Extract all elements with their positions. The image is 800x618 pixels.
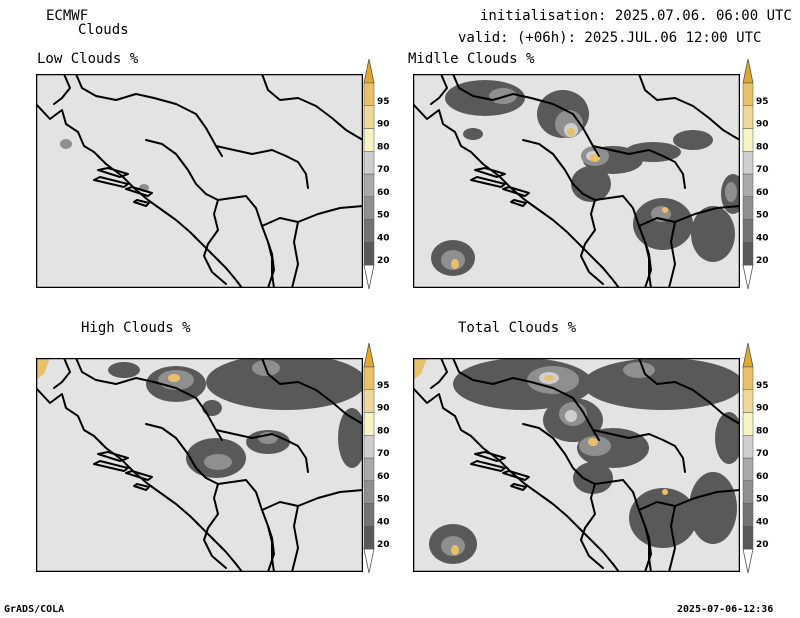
colorbar-label: 40 bbox=[377, 517, 390, 527]
colorbar-segment bbox=[742, 526, 754, 550]
colorbar-top-arrow bbox=[363, 342, 375, 368]
colorbar-label: 60 bbox=[756, 188, 769, 198]
colorbar-label: 20 bbox=[756, 256, 769, 266]
colorbar-segment bbox=[363, 151, 375, 175]
colorbar-segment bbox=[363, 366, 375, 390]
colorbar-label: 50 bbox=[377, 495, 390, 505]
colorbar-top-arrow bbox=[742, 58, 754, 84]
colorbar-label: 20 bbox=[377, 540, 390, 550]
colorbar-low: 20 40 50 60 70 80 90 95 bbox=[363, 58, 409, 290]
colorbar-label: 40 bbox=[377, 233, 390, 243]
colorbar-segment bbox=[742, 196, 754, 220]
colorbar-label: 40 bbox=[756, 517, 769, 527]
colorbar-label: 95 bbox=[756, 381, 769, 391]
map-panel-middle bbox=[413, 74, 740, 288]
colorbar-label: 50 bbox=[377, 211, 390, 221]
colorbar-label: 70 bbox=[756, 449, 769, 459]
colorbar-segment bbox=[363, 503, 375, 527]
colorbar-label: 80 bbox=[377, 426, 390, 436]
colorbar-label: 20 bbox=[377, 256, 390, 266]
colorbar-segment bbox=[742, 105, 754, 129]
colorbar-label: 80 bbox=[756, 142, 769, 152]
colorbar-label: 60 bbox=[377, 188, 390, 198]
colorbar-label: 80 bbox=[377, 142, 390, 152]
colorbar-segment bbox=[363, 105, 375, 129]
colorbar-label: 70 bbox=[377, 165, 390, 175]
colorbar-segment bbox=[742, 151, 754, 175]
colorbar-segment bbox=[742, 128, 754, 152]
colorbar-segment bbox=[742, 219, 754, 243]
colorbar-segment bbox=[363, 196, 375, 220]
colorbar-label: 80 bbox=[756, 426, 769, 436]
map-panel-high bbox=[36, 358, 363, 572]
colorbar-label: 95 bbox=[377, 97, 390, 107]
colorbar-segment bbox=[363, 128, 375, 152]
colorbar-label: 50 bbox=[756, 495, 769, 505]
valid-time: valid: (+06h): 2025.JUL.06 12:00 UTC bbox=[458, 30, 762, 46]
colorbar-segment bbox=[363, 242, 375, 266]
colorbar-segment bbox=[742, 480, 754, 504]
colorbar-segment bbox=[363, 219, 375, 243]
colorbar-segment bbox=[742, 366, 754, 390]
colorbar-segment bbox=[363, 457, 375, 481]
colorbar-segment bbox=[742, 412, 754, 436]
colorbar-bottom-arrow bbox=[363, 548, 375, 574]
colorbar-segment bbox=[363, 526, 375, 550]
colorbar-svg: 20 40 50 60 70 80 90 95 bbox=[742, 58, 769, 290]
colorbar-bottom-arrow bbox=[742, 264, 754, 290]
colorbar-high: 20 40 50 60 70 80 90 95 bbox=[363, 342, 409, 574]
colorbar-label: 20 bbox=[756, 540, 769, 550]
product-name: Clouds bbox=[78, 22, 129, 38]
model-name: ECMWF bbox=[46, 8, 89, 24]
colorbar-segment bbox=[363, 82, 375, 106]
colorbar-segment bbox=[363, 389, 375, 413]
colorbar-svg: 20 40 50 60 70 80 90 95 bbox=[742, 342, 769, 574]
init-time: initialisation: 2025.07.06. 06:00 UTC bbox=[480, 8, 792, 24]
colorbar-label: 90 bbox=[756, 404, 769, 414]
colorbar-label: 50 bbox=[756, 211, 769, 221]
colorbar-label: 90 bbox=[377, 404, 390, 414]
colorbar-segment bbox=[363, 412, 375, 436]
colorbar-bottom-arrow bbox=[742, 548, 754, 574]
colorbar-svg: 20 40 50 60 70 80 90 95 bbox=[363, 58, 390, 290]
panel-title-low: Low Clouds % bbox=[37, 51, 139, 67]
colorbar-svg: 20 40 50 60 70 80 90 95 bbox=[363, 342, 390, 574]
colorbar-total: 20 40 50 60 70 80 90 95 bbox=[742, 342, 788, 574]
colorbar-segment bbox=[742, 503, 754, 527]
colorbar-label: 70 bbox=[377, 449, 390, 459]
colorbar-label: 40 bbox=[756, 233, 769, 243]
panel-title-high: High Clouds % bbox=[81, 320, 191, 336]
colorbar-segment bbox=[363, 173, 375, 197]
colorbar-top-arrow bbox=[742, 342, 754, 368]
colorbar-segment bbox=[742, 457, 754, 481]
colorbar-label: 95 bbox=[377, 381, 390, 391]
colorbar-segment bbox=[742, 435, 754, 459]
colorbar-label: 60 bbox=[377, 472, 390, 482]
footer-timestamp: 2025-07-06-12:36 bbox=[677, 604, 774, 615]
colorbar-segment bbox=[742, 389, 754, 413]
colorbar-segment bbox=[742, 173, 754, 197]
colorbar-label: 60 bbox=[756, 472, 769, 482]
colorbar-label: 90 bbox=[756, 120, 769, 130]
colorbar-middle: 20 40 50 60 70 80 90 95 bbox=[742, 58, 788, 290]
footer-software: GrADS/COLA bbox=[4, 604, 65, 615]
colorbar-segment bbox=[742, 82, 754, 106]
colorbar-bottom-arrow bbox=[363, 264, 375, 290]
colorbar-label: 90 bbox=[377, 120, 390, 130]
panel-title-middle: Midlle Clouds % bbox=[408, 51, 535, 67]
colorbar-label: 70 bbox=[756, 165, 769, 175]
colorbar-segment bbox=[363, 480, 375, 504]
colorbar-segment bbox=[363, 435, 375, 459]
map-panel-low bbox=[36, 74, 363, 288]
colorbar-top-arrow bbox=[363, 58, 375, 84]
map-panel-total bbox=[413, 358, 740, 572]
panel-title-total: Total Clouds % bbox=[458, 320, 577, 336]
colorbar-segment bbox=[742, 242, 754, 266]
colorbar-label: 95 bbox=[756, 97, 769, 107]
